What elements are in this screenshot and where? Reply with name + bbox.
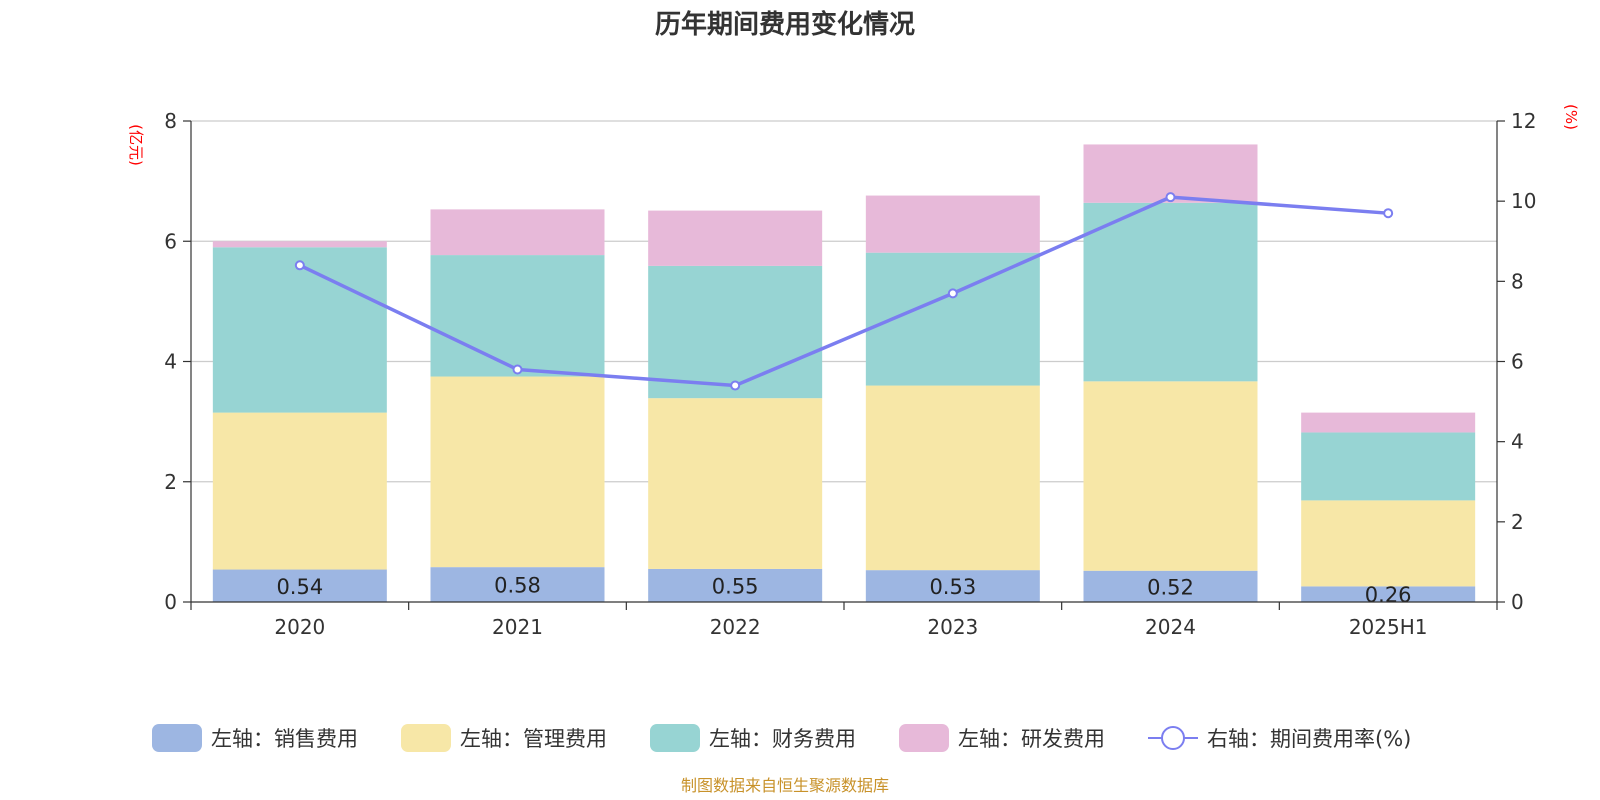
bar-value-label: 0.55 [712, 574, 759, 598]
bar-segment [1301, 500, 1476, 587]
right-tick-label: 8 [1511, 269, 1524, 293]
bar-segment [430, 376, 605, 568]
left-tick-label: 8 [164, 109, 177, 133]
right-tick-label: 4 [1511, 430, 1524, 454]
left-tick-label: 0 [164, 590, 177, 614]
x-tick-label: 2025H1 [1349, 615, 1428, 639]
x-tick-label: 2021 [492, 615, 543, 639]
left-axis-unit: (亿元) [127, 124, 145, 166]
legend-marker-icon [1161, 726, 1185, 750]
source-note: 制图数据来自恒生聚源数据库 [681, 776, 889, 795]
right-tick-label: 10 [1511, 189, 1536, 213]
right-axis-unit: (%) [1562, 104, 1580, 130]
bar-segment [648, 265, 823, 399]
bar-segment [212, 412, 387, 570]
bar-segment [648, 398, 823, 569]
legend-label: 左轴：销售费用 [211, 727, 358, 751]
bar-segment [212, 247, 387, 413]
x-tick-label: 2023 [927, 615, 978, 639]
left-tick-label: 2 [164, 470, 177, 494]
bar-value-label: 0.58 [494, 574, 541, 598]
bar-segment [430, 255, 605, 377]
rate-point [294, 260, 305, 271]
bar-segment [430, 567, 605, 602]
bar-value-label: 0.53 [929, 575, 976, 599]
bar-segment [1083, 381, 1258, 571]
bar-segment [1083, 202, 1258, 382]
legend-swatch-icon [401, 724, 451, 752]
bar-segment [1301, 432, 1476, 501]
legend-label: 左轴：管理费用 [460, 727, 607, 751]
bars [212, 144, 1476, 602]
legend-swatch-icon [152, 724, 202, 752]
chart-title: 历年期间费用变化情况 [655, 9, 915, 40]
right-tick-label: 12 [1511, 109, 1536, 133]
legend-label: 左轴：财务费用 [709, 727, 856, 751]
bar-segment [648, 568, 823, 602]
bar-segment [1083, 570, 1258, 602]
legend-label: 左轴：研发费用 [958, 727, 1105, 751]
rate-point [730, 380, 741, 391]
right-tick-label: 6 [1511, 350, 1524, 374]
bar-segment [212, 241, 387, 248]
x-tick-label: 2024 [1145, 615, 1196, 639]
rate-line [294, 192, 1394, 391]
right-tick-label: 0 [1511, 590, 1524, 614]
legend-swatch-icon [899, 724, 949, 752]
left-tick-label: 6 [164, 229, 177, 253]
rate-point [1165, 192, 1176, 203]
bar-segment [430, 209, 605, 256]
bar-value-label: 0.26 [1365, 583, 1412, 607]
bar-segment [865, 570, 1040, 602]
grid-lines [191, 120, 1497, 483]
legend-swatch-icon [650, 724, 700, 752]
bar-labels: 0.54 0.58 0.55 0.53 0.52 0.26 [276, 574, 1411, 608]
bar-segment [1301, 586, 1476, 602]
bar-segment [865, 385, 1040, 571]
right-tick-label: 2 [1511, 510, 1524, 534]
bar-segment [1301, 412, 1476, 433]
x-tick-label: 2020 [274, 615, 325, 639]
bar-segment [865, 195, 1040, 253]
axes: 0 2 4 6 8 0 2 4 6 8 10 12 2020 2021 2022 2023 2024 2025H1 [164, 109, 1536, 639]
rate-line-path [299, 195, 1389, 388]
bar-segment [648, 210, 823, 266]
rate-point [947, 288, 958, 299]
legend: 左轴：销售费用 左轴：管理费用 左轴：财务费用 左轴：研发费用 右轴：期间费用率(%) [152, 724, 1411, 752]
bar-segment [212, 569, 387, 602]
x-tick-label: 2022 [710, 615, 761, 639]
rate-point [1383, 208, 1394, 219]
rate-point [512, 364, 523, 375]
legend-label: 右轴：期间费用率(%) [1207, 727, 1411, 751]
bar-value-label: 0.52 [1147, 575, 1194, 599]
bar-value-label: 0.54 [276, 575, 323, 599]
left-tick-label: 4 [164, 350, 177, 374]
